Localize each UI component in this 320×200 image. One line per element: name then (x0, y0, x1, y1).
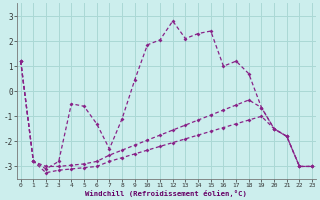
X-axis label: Windchill (Refroidissement éolien,°C): Windchill (Refroidissement éolien,°C) (85, 190, 247, 197)
